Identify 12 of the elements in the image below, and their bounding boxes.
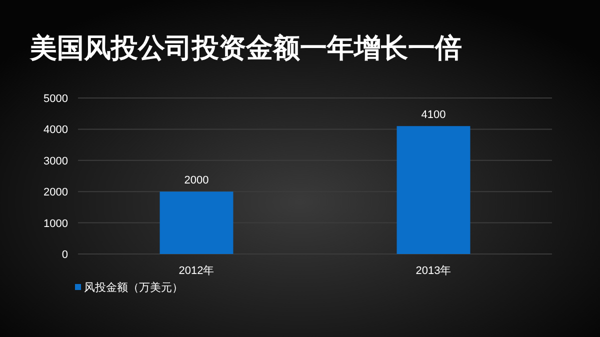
y-tick-label: 2000 bbox=[44, 186, 68, 199]
y-tick-label: 5000 bbox=[44, 93, 68, 105]
y-tick-label: 0 bbox=[62, 249, 68, 261]
x-tick-label: 2013年 bbox=[416, 265, 452, 277]
data-label: 2000 bbox=[184, 174, 209, 187]
chart-title: 美国风投公司投资金额一年增长一倍 bbox=[29, 33, 462, 63]
y-tick-label: 1000 bbox=[44, 218, 68, 230]
data-label: 4100 bbox=[421, 109, 446, 122]
x-tick-label: 2012年 bbox=[178, 265, 214, 277]
legend-label: 风投金额（万美元） bbox=[84, 281, 183, 294]
y-tick-label: 3000 bbox=[44, 155, 68, 168]
y-tick-label: 4000 bbox=[44, 124, 68, 136]
